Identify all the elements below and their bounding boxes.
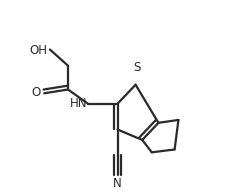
Text: O: O [31,86,40,99]
Text: HN: HN [70,97,87,110]
Text: N: N [113,177,122,190]
Text: S: S [133,61,140,74]
Text: OH: OH [29,44,47,57]
